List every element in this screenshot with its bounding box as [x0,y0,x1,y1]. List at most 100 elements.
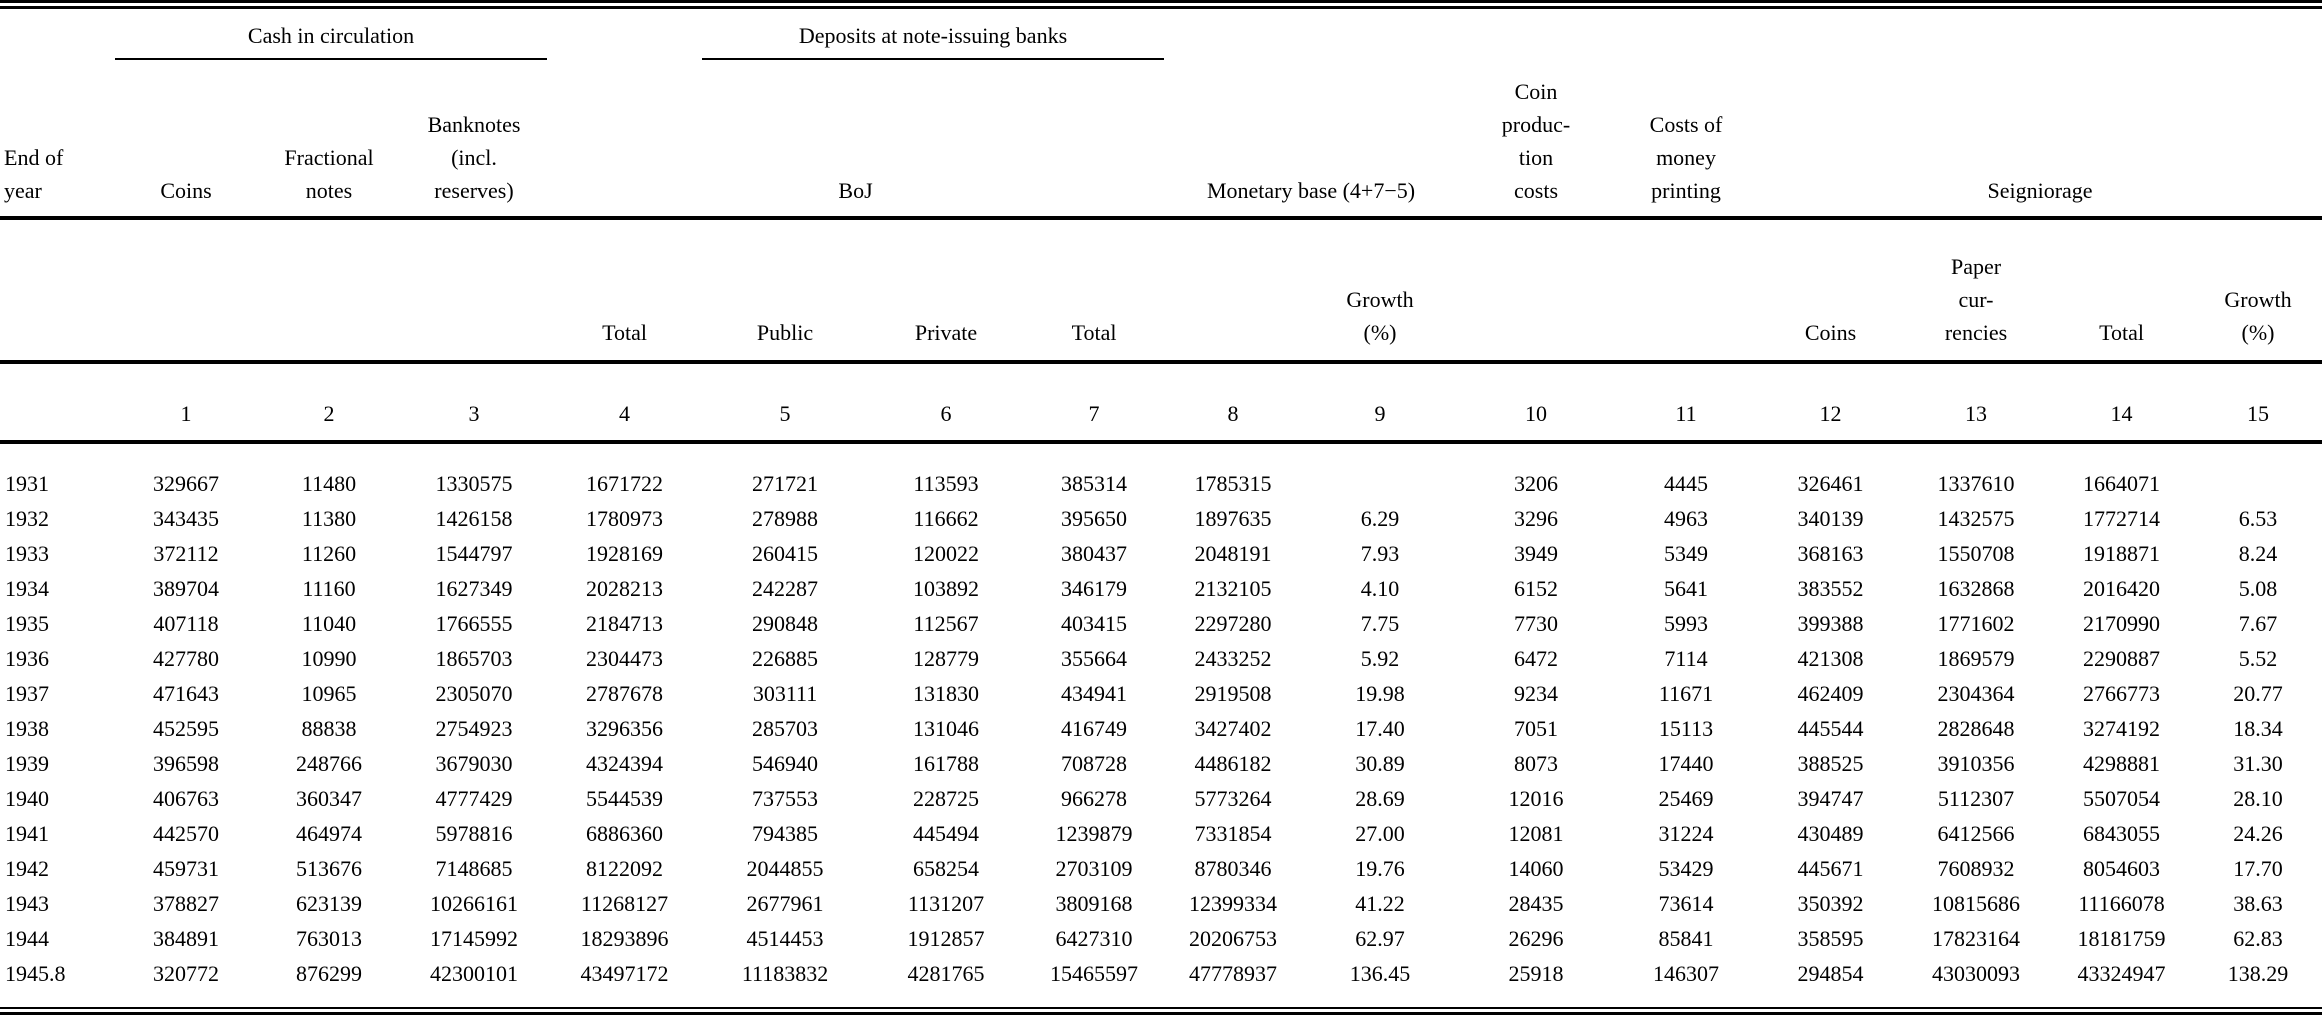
subheader-paper-currencies: Paper cur- rencies [1903,218,2050,364]
table-cell: 248766 [296,751,362,776]
table-cell: 2170990 [2083,611,2161,636]
year-cell: 1934 [5,576,49,601]
table-cell: 226885 [752,646,819,671]
table-cell: 11183832 [741,961,829,986]
column-number-6: 6 [868,362,1025,444]
year-cell: 1940 [5,786,49,811]
table-cell: 1865703 [435,646,513,671]
blank-cell [401,218,548,364]
table-cell: 18293896 [580,926,669,951]
table-cell: 85841 [1658,926,1714,951]
table-cell: 5544539 [586,786,664,811]
table-cell: 242287 [752,576,819,601]
table-cell: 62.97 [1355,926,1405,951]
table-cell: 14060 [1508,856,1564,881]
table-cell: 28.10 [2233,786,2283,811]
table-cell: 464974 [296,821,362,846]
table-row: 1941 442570 464974 5978816 6886360 794385 4454… [0,816,2322,851]
table-cell: 88838 [301,716,357,741]
table-cell: 658254 [913,856,980,881]
table-cell: 4324394 [586,751,664,776]
table-cell: 15113 [1658,716,1714,741]
table-cell: 260415 [752,541,819,566]
blank-cell [1164,218,1303,364]
table-cell: 5112307 [1937,786,2015,811]
table-cell: 384891 [153,926,219,951]
table-cell: 388525 [1797,751,1864,776]
year-cell: 1932 [5,506,49,531]
table-cell: 3296356 [586,716,664,741]
table-cell: 4486182 [1194,751,1272,776]
table-cell: 1780973 [586,506,664,531]
table-cell: 2048191 [1194,541,1272,566]
table-cell: 19.98 [1355,681,1405,706]
table-cell: 26296 [1508,926,1564,951]
table-cell: 4298881 [2083,751,2161,776]
table-cell: 62.83 [2233,926,2283,951]
table-cell: 471643 [153,681,219,706]
column-number-10: 10 [1458,362,1615,444]
table-cell: 1432575 [1937,506,2015,531]
spacer-row [0,442,2322,466]
table-cell: 3427402 [1194,716,1272,741]
table-cell: 41.22 [1355,891,1405,916]
subheader-private: Private [868,218,1025,364]
header-seigniorage: Seigniorage [1758,59,2322,220]
table-cell: 1131207 [907,891,985,916]
table-cell [2194,466,2322,501]
table-cell: 8.24 [2238,541,2278,566]
table-cell: 4.10 [1360,576,1400,601]
table-cell: 5507054 [2083,786,2161,811]
table-cell: 43497172 [580,961,669,986]
table-cell: 546940 [752,751,819,776]
table-cell: 2297280 [1194,611,1272,636]
table-cell: 1918871 [2083,541,2161,566]
table-cell: 10965 [301,681,357,706]
table-cell: 4963 [1664,506,1709,531]
blank-cell [0,218,115,364]
table-row: 1945.8 320772 876299 42300101 43497172 111838… [0,956,2322,991]
table-cell: 38.63 [2233,891,2283,916]
table-cell: 10815686 [1932,891,2021,916]
column-number-9: 9 [1302,362,1459,444]
year-cell: 1933 [5,541,49,566]
table-cell: 407118 [153,611,219,636]
table-cell: 6427310 [1055,926,1133,951]
table-cell: 7051 [1514,716,1559,741]
table-cell: 396598 [153,751,219,776]
table-cell: 406763 [153,786,219,811]
table-cell: 17.40 [1355,716,1405,741]
table-cell: 7.67 [2238,611,2278,636]
table-cell: 2305070 [435,681,513,706]
table-cell: 1627349 [435,576,513,601]
header-end-of-year: End of year [0,59,115,220]
table-cell: 10266161 [430,891,518,916]
table-cell: 120022 [913,541,980,566]
table-cell: 6.53 [2238,506,2278,531]
table-cell: 4281765 [907,961,985,986]
table-cell: 17440 [1658,751,1714,776]
table-cell: 43030093 [1932,961,2021,986]
table-cell: 73614 [1658,891,1714,916]
table-cell: 25469 [1658,786,1714,811]
table-row: 1943 378827 623139 10266161 11268127 2677961 1… [0,886,2322,921]
header-monetary-base: Monetary base (4+7−5) [1164,59,1459,220]
table-cell: 1550708 [1937,541,2015,566]
table-bottom-rule [0,1007,2322,1015]
table-cell: 4445 [1664,471,1709,496]
table-cell: 1544797 [435,541,513,566]
header-coin-production-costs: Coin produc- tion costs [1458,59,1615,220]
table-cell: 2766773 [2083,681,2161,706]
table-cell: 1772714 [2083,506,2161,531]
year-cell: 1936 [5,646,49,671]
table-row: 1942 459731 513676 7148685 8122092 2044855 658… [0,851,2322,886]
table-cell: 7148685 [435,856,513,881]
year-cell: 1935 [5,611,49,636]
table-cell: 6843055 [2083,821,2161,846]
table-cell: 12016 [1508,786,1564,811]
table-cell: 5.52 [2238,646,2278,671]
table-cell: 6886360 [586,821,664,846]
table-cell: 161788 [913,751,980,776]
table-cell: 459731 [153,856,219,881]
table-cell: 138.29 [2227,961,2289,986]
